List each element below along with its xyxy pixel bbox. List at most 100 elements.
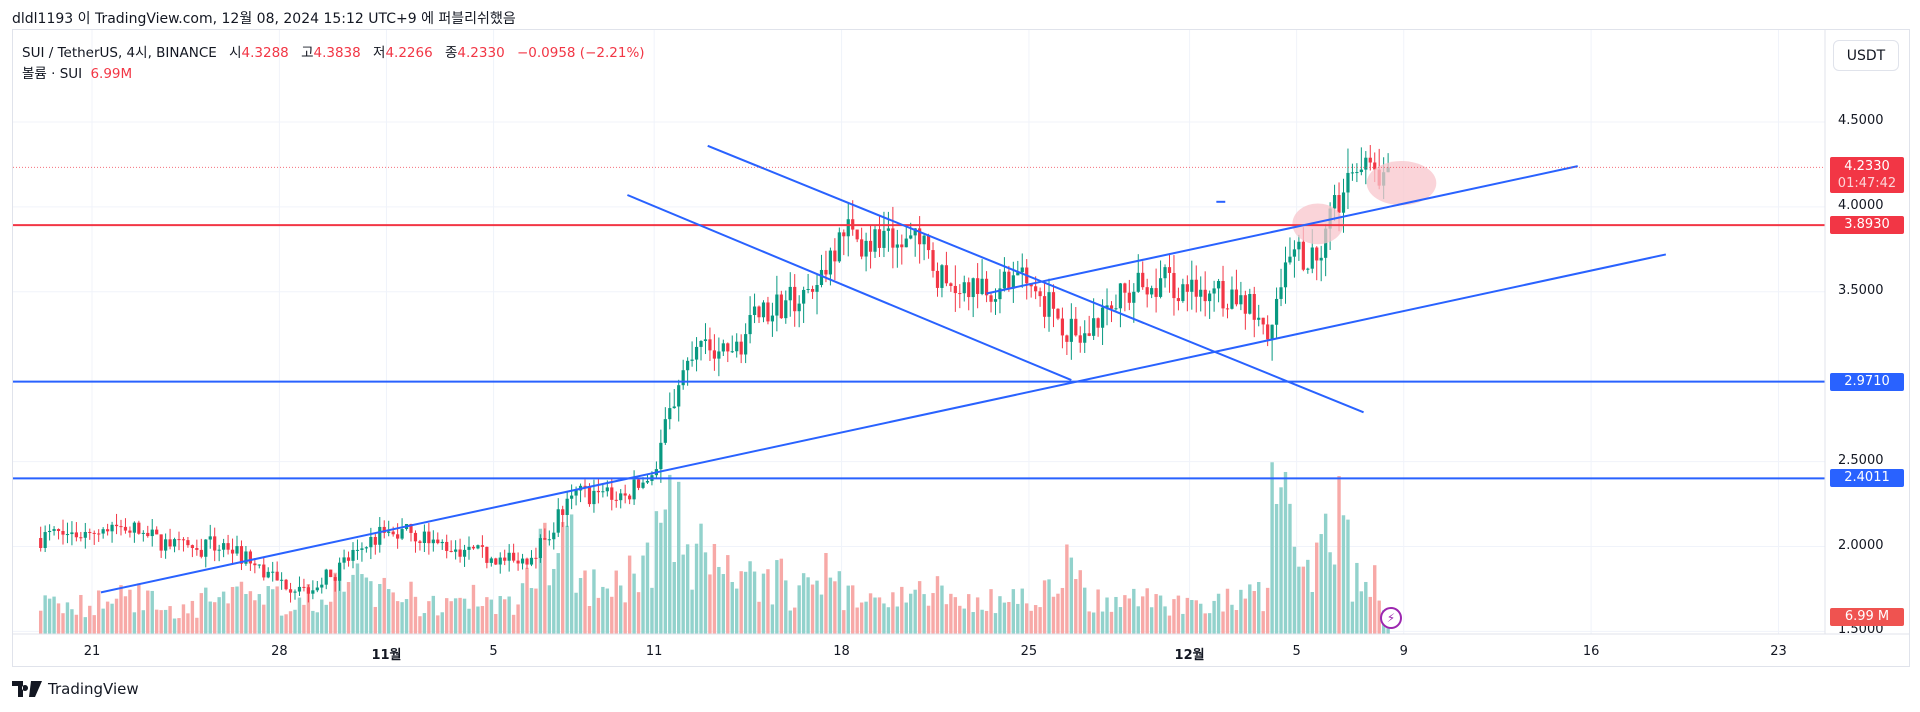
- candle-body: [1216, 280, 1221, 289]
- symbol-info[interactable]: SUI / TetherUS, 4시, BINANCE: [22, 45, 217, 61]
- volume-bar: [92, 615, 96, 634]
- volume-bar: [1248, 584, 1252, 634]
- volume-bar: [511, 614, 516, 634]
- candle-body: [1060, 318, 1065, 336]
- high-value: 4.3838: [313, 45, 361, 61]
- volume-bar: [904, 602, 908, 634]
- volume-bar: [1373, 565, 1377, 634]
- candle-body: [868, 240, 873, 252]
- volume-bar: [168, 606, 172, 634]
- time-tick-label: 11: [645, 644, 663, 659]
- volume-bar: [569, 514, 574, 634]
- volume-bar: [422, 613, 427, 634]
- volume-bar: [837, 571, 842, 634]
- candle-body: [1292, 249, 1297, 257]
- volume-bar: [529, 588, 534, 634]
- volume-bar: [819, 594, 824, 634]
- volume-bar: [891, 592, 895, 634]
- candle-body: [918, 228, 922, 245]
- lightning-icon[interactable]: ⚡: [1380, 607, 1402, 629]
- volume-bar: [659, 522, 663, 634]
- volume-bar: [592, 569, 596, 634]
- volume-bar: [926, 605, 931, 634]
- candle-body: [48, 530, 52, 533]
- volume-bar: [186, 613, 190, 634]
- candle-body: [810, 288, 815, 292]
- volume-bar: [1100, 611, 1105, 634]
- volume-bar: [324, 604, 328, 634]
- candle-body: [788, 286, 792, 301]
- candle-body: [418, 541, 422, 543]
- candle-body: [70, 532, 74, 535]
- candle-body: [266, 571, 270, 578]
- tradingview-logo[interactable]: TradingView: [12, 680, 139, 698]
- volume-bar: [284, 614, 288, 634]
- volume-bar: [1283, 471, 1288, 634]
- candle-body: [547, 539, 551, 541]
- candle-body: [92, 532, 96, 534]
- candle-body: [244, 551, 248, 564]
- currency-button[interactable]: USDT: [1833, 40, 1899, 71]
- volume-bar: [346, 582, 351, 634]
- volume-bar: [873, 597, 877, 634]
- volume-bar: [958, 605, 962, 634]
- volume-label[interactable]: 볼륨 · SUI: [22, 66, 83, 82]
- volume-bar: [605, 588, 610, 634]
- volume-bar: [489, 599, 494, 634]
- candle-body: [373, 536, 377, 545]
- volume-bar: [735, 588, 739, 634]
- candle-body: [324, 569, 328, 585]
- candle-body: [1346, 172, 1350, 193]
- volume-bar: [632, 573, 636, 634]
- candle-body: [842, 232, 846, 237]
- volume-bar: [257, 594, 262, 634]
- candle-body: [329, 569, 333, 578]
- volume-bar: [418, 616, 422, 634]
- volume-bar: [306, 584, 311, 634]
- candle-body: [717, 351, 721, 359]
- candle-body: [583, 485, 587, 487]
- candle-body: [458, 549, 462, 557]
- candle-body: [413, 532, 418, 542]
- candle-body: [498, 557, 502, 565]
- volume-bar: [851, 585, 855, 634]
- volume-bar: [980, 609, 984, 634]
- candle-body: [284, 579, 288, 590]
- volume-bar: [784, 580, 788, 634]
- candle-body: [953, 285, 957, 294]
- volume-bar: [471, 584, 476, 634]
- candle-body: [74, 532, 78, 538]
- volume-bar: [766, 569, 770, 634]
- volume-bar: [1221, 611, 1225, 634]
- candle-body: [855, 229, 859, 240]
- candle-body: [150, 529, 154, 537]
- volume-bar: [449, 601, 453, 634]
- candle-body: [819, 269, 824, 285]
- volume-bar: [1207, 613, 1212, 634]
- volume-bar: [302, 604, 306, 634]
- volume-bar: [712, 543, 717, 634]
- candle-body: [775, 294, 779, 316]
- volume-bar: [1279, 487, 1283, 634]
- volume-bar: [1216, 593, 1221, 634]
- hline-price-tag: 2.9710: [1830, 372, 1904, 391]
- candle-body: [659, 442, 663, 470]
- volume-bar: [967, 594, 971, 634]
- candle-body: [1355, 172, 1359, 174]
- candle-body: [449, 550, 453, 552]
- volume-bar: [1127, 598, 1132, 634]
- candle-body: [802, 289, 806, 304]
- volume-bar: [1359, 591, 1364, 634]
- volume-bar: [248, 591, 253, 634]
- volume-bar: [1056, 593, 1060, 634]
- candle-body: [556, 509, 560, 533]
- candle-body: [1042, 296, 1047, 317]
- candle-body: [1203, 289, 1207, 302]
- candle-body: [1123, 283, 1127, 293]
- volume-bar: [971, 612, 975, 634]
- candle-body: [315, 587, 319, 591]
- candle-body: [226, 543, 230, 550]
- volume-bar: [1011, 589, 1016, 634]
- candle-body: [1154, 288, 1158, 297]
